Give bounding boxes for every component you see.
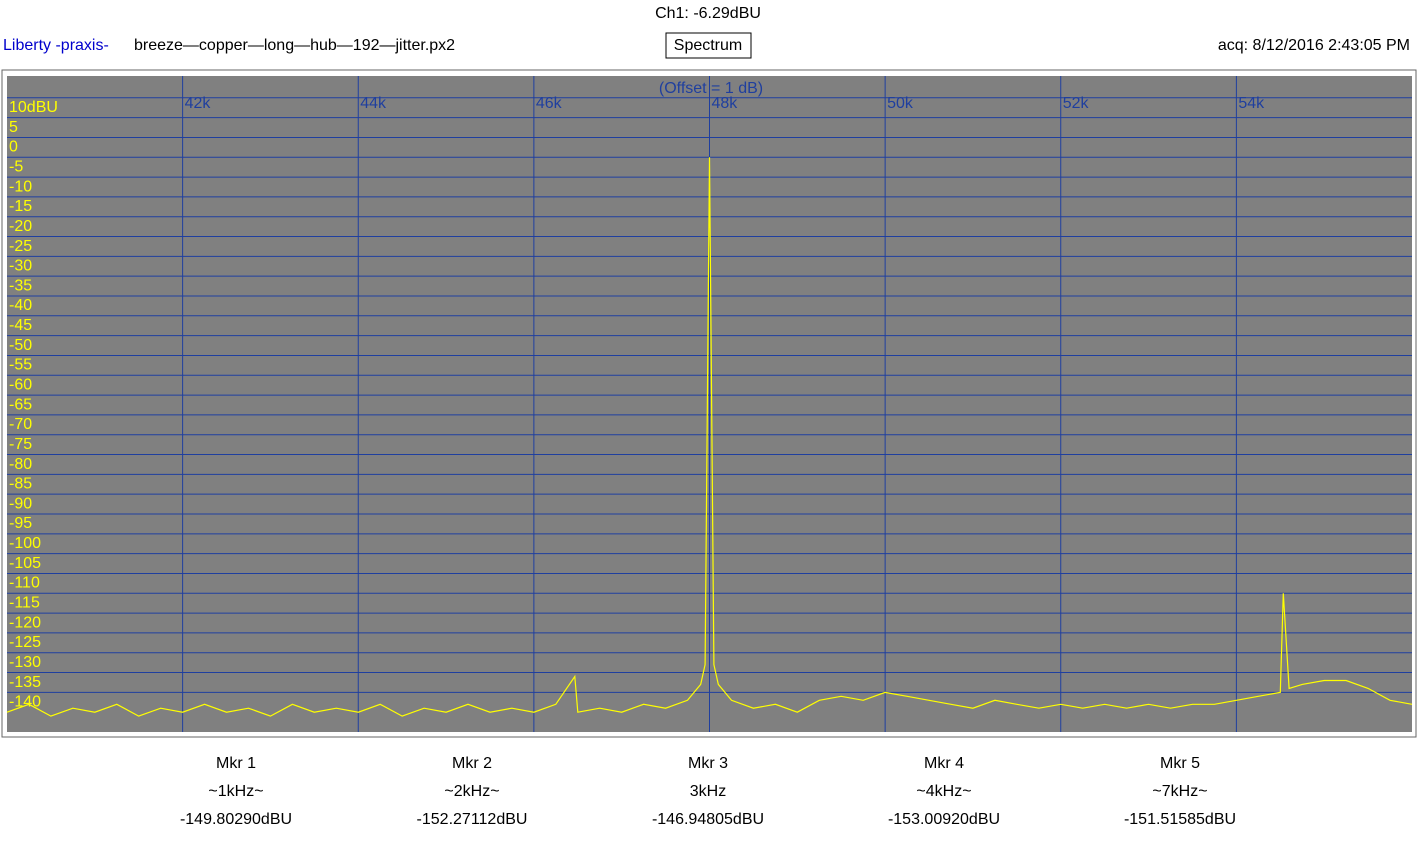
y-tick-label: -75 [9, 436, 32, 453]
x-tick-label: 44k [360, 95, 387, 112]
y-tick-label: -20 [9, 218, 32, 235]
marker-level: -151.51585dBU [1124, 811, 1236, 828]
y-tick-label: -105 [9, 555, 41, 572]
y-tick-label: -40 [9, 297, 32, 314]
x-tick-label: 46k [536, 95, 563, 112]
marker-name: Mkr 2 [452, 755, 492, 772]
y-tick-label: -10 [9, 178, 32, 195]
markers: Mkr 1 ~1kHz~ -149.80290dBU Mkr 2 ~2kHz~ -152.… [180, 755, 1236, 828]
marks [6, 157, 1413, 717]
mode-box [665, 32, 752, 59]
y-tick-label: -35 [9, 277, 32, 294]
marker-freq: ~2kHz~ [444, 783, 499, 800]
marker-level: -152.27112dBU [417, 811, 528, 828]
y-tick-label: -130 [9, 654, 41, 671]
y-tick-label: -120 [9, 614, 41, 631]
channel-level: Ch1: -6.29dBU [655, 5, 761, 22]
y-tick-label: -95 [9, 515, 32, 532]
x-tick-label: 48k [712, 95, 739, 112]
y-tick-label: -115 [9, 594, 40, 611]
y-tick-label: -100 [9, 535, 41, 552]
y-tick-label: -60 [9, 376, 32, 393]
y-tick-label: -55 [9, 357, 32, 374]
marker-name: Mkr 5 [1160, 755, 1200, 772]
y-tick-label: 0 [9, 139, 18, 156]
x-tick-label: 42k [185, 95, 212, 112]
x-tick-label: 54k [1238, 95, 1265, 112]
marker-freq: ~1kHz~ [208, 783, 263, 800]
y-tick-label: -15 [9, 198, 32, 215]
marker-name: Mkr 3 [688, 755, 728, 772]
y-tick-label: -90 [9, 495, 32, 512]
x-tick-label: 52k [1063, 95, 1090, 112]
x-tick-label: 50k [887, 95, 914, 112]
y-tick-label: -30 [9, 258, 32, 275]
y-tick-label: -5 [9, 158, 23, 175]
file-name: breeze—copper—long—hub—192—jitter.px2 [134, 37, 455, 54]
y-tick-label: -80 [9, 456, 32, 473]
y-tick-label: -85 [9, 476, 32, 493]
y-tick-label: -70 [9, 416, 32, 433]
grid [7, 76, 1412, 732]
y-tick-label: -140 [9, 694, 41, 711]
marker-name: Mkr 1 [216, 755, 256, 772]
marker-level: -149.80290dBU [180, 811, 292, 828]
mode: Spectrum [674, 37, 742, 54]
annotation: (Offset = 1 dB) [659, 80, 763, 97]
acquired: acq: 8/12/2016 2:43:05 PM [1218, 37, 1410, 54]
y-tick-label: -50 [9, 337, 32, 354]
spectrum-line [6, 157, 1413, 717]
marker-name: Mkr 4 [924, 755, 964, 772]
marker-freq: ~7kHz~ [1152, 783, 1207, 800]
y-tick-label: -25 [9, 238, 32, 255]
y-tick-label: 10dBU [9, 99, 58, 116]
marker-level: -153.00920dBU [888, 811, 1000, 828]
marker-level: -146.94805dBU [652, 811, 764, 828]
y-tick-label: -65 [9, 396, 32, 413]
marker-freq: ~4kHz~ [916, 783, 971, 800]
y-tick-label: -45 [9, 317, 32, 334]
brand: Liberty -praxis- [3, 37, 109, 54]
y-tick-label: -110 [9, 575, 40, 592]
y-tick-label: -125 [9, 634, 41, 651]
labels: 10dBU 5 0 -5 -10 -15 -20 -25 -30 -35 -40 -45 -50 -55 -… [9, 95, 1265, 710]
y-tick-label: -135 [9, 674, 41, 691]
y-tick-label: 5 [9, 119, 18, 136]
marker-freq: 3kHz [690, 783, 726, 800]
